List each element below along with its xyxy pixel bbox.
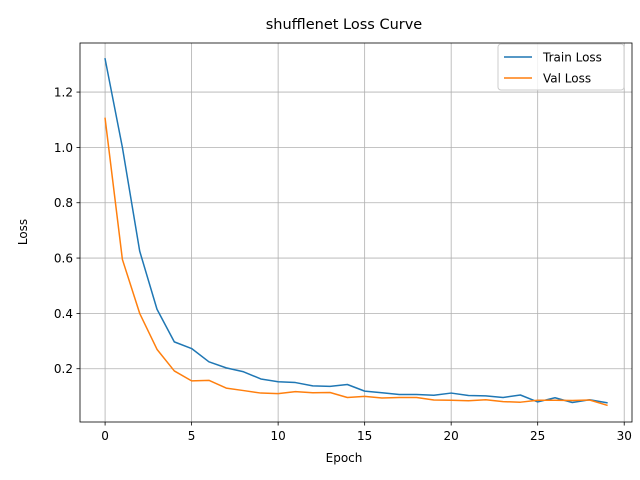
x-tick-label: 25 (530, 429, 545, 443)
series-line-val-loss (104, 117, 608, 407)
y-tick-label: 0.2 (54, 362, 73, 376)
legend: Train Loss Val Loss (497, 43, 625, 91)
legend-label: Val Loss (543, 72, 591, 86)
y-tick-label: 0.8 (54, 196, 73, 210)
x-tick-label: 20 (444, 429, 459, 443)
x-axis-label: Epoch (326, 451, 363, 465)
x-axis-ticks: 0 5 10 15 20 25 30 (101, 422, 632, 443)
x-tick-label: 0 (101, 429, 109, 443)
plot-frame (79, 42, 633, 423)
series-line-train-loss (104, 58, 608, 404)
legend-label: Train Loss (542, 51, 602, 65)
x-tick-label: 10 (270, 429, 285, 443)
series-lines (104, 58, 608, 407)
y-tick-label: 0.4 (54, 307, 73, 321)
y-tick-label: 0.6 (54, 252, 73, 266)
x-tick-label: 5 (188, 429, 196, 443)
y-axis-label: Loss (16, 219, 30, 245)
x-tick-label: 30 (617, 429, 632, 443)
y-tick-label: 1.0 (54, 141, 73, 155)
y-tick-label: 1.2 (54, 86, 73, 100)
y-axis-ticks: 0.2 0.4 0.6 0.8 1.0 1.2 (54, 86, 80, 376)
x-tick-label: 15 (357, 429, 372, 443)
chart-title: shufflenet Loss Curve (266, 17, 423, 33)
